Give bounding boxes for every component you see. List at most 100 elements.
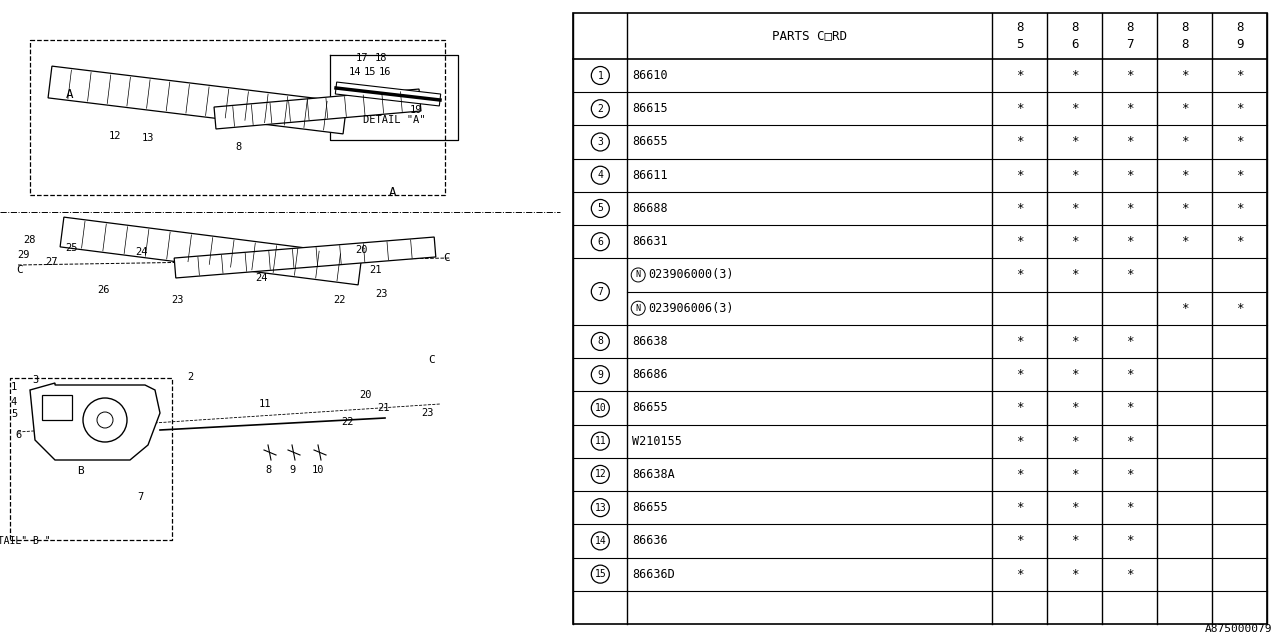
- Text: *: *: [1071, 501, 1078, 514]
- Text: 3: 3: [598, 137, 603, 147]
- Text: 12: 12: [594, 469, 607, 479]
- Text: *: *: [1126, 468, 1133, 481]
- Text: *: *: [1016, 268, 1023, 282]
- Text: 8: 8: [1016, 21, 1023, 34]
- Text: *: *: [1071, 335, 1078, 348]
- Text: *: *: [1126, 534, 1133, 547]
- Text: DETAIL "A": DETAIL "A": [362, 115, 425, 125]
- Text: *: *: [1126, 435, 1133, 447]
- Text: 10: 10: [594, 403, 607, 413]
- Circle shape: [591, 499, 609, 516]
- Text: N: N: [636, 304, 641, 313]
- Text: 12: 12: [109, 131, 122, 141]
- Text: 21: 21: [369, 265, 381, 275]
- Circle shape: [591, 133, 609, 151]
- Text: 86638A: 86638A: [632, 468, 675, 481]
- Text: 6: 6: [598, 237, 603, 246]
- Text: 20: 20: [358, 390, 371, 400]
- Bar: [573, 13, 1267, 624]
- Circle shape: [591, 166, 609, 184]
- Text: *: *: [1071, 136, 1078, 148]
- Text: 86611: 86611: [632, 169, 668, 182]
- Text: 4: 4: [10, 397, 17, 407]
- Text: 86688: 86688: [632, 202, 668, 215]
- Text: DETAIL" B ": DETAIL" B ": [0, 536, 50, 546]
- Text: *: *: [1126, 169, 1133, 182]
- Text: *: *: [1071, 236, 1078, 248]
- Polygon shape: [174, 237, 435, 278]
- Circle shape: [591, 67, 609, 84]
- Text: 1: 1: [10, 382, 17, 392]
- Text: 8: 8: [265, 465, 271, 475]
- Text: 8: 8: [234, 142, 241, 152]
- Text: N: N: [636, 271, 641, 280]
- Circle shape: [591, 399, 609, 417]
- Text: 6: 6: [1071, 38, 1078, 51]
- Text: *: *: [1126, 202, 1133, 215]
- Polygon shape: [29, 383, 160, 460]
- Text: 86636: 86636: [632, 534, 668, 547]
- Text: 8: 8: [1181, 21, 1188, 34]
- Text: *: *: [1181, 169, 1188, 182]
- Text: *: *: [1126, 236, 1133, 248]
- Text: 23: 23: [421, 408, 433, 418]
- Text: 9: 9: [289, 465, 296, 475]
- Text: 15: 15: [364, 67, 376, 77]
- Text: 86615: 86615: [632, 102, 668, 115]
- Text: 13: 13: [142, 133, 155, 143]
- Text: *: *: [1016, 568, 1023, 580]
- Text: 4: 4: [598, 170, 603, 180]
- Circle shape: [591, 365, 609, 384]
- Text: 8: 8: [1071, 21, 1078, 34]
- Text: 28: 28: [24, 235, 36, 245]
- Text: *: *: [1016, 236, 1023, 248]
- Text: 86655: 86655: [632, 501, 668, 514]
- Text: *: *: [1071, 368, 1078, 381]
- Text: 15: 15: [594, 569, 607, 579]
- Text: *: *: [1126, 401, 1133, 415]
- Polygon shape: [214, 89, 421, 129]
- Text: *: *: [1181, 102, 1188, 115]
- Text: *: *: [1181, 69, 1188, 82]
- Text: *: *: [1016, 202, 1023, 215]
- Text: *: *: [1016, 102, 1023, 115]
- Text: W210155: W210155: [632, 435, 682, 447]
- Text: *: *: [1236, 136, 1243, 148]
- Text: A: A: [67, 88, 74, 102]
- Text: 11: 11: [259, 399, 271, 409]
- Text: 21: 21: [378, 403, 390, 413]
- Text: 27: 27: [46, 257, 59, 267]
- Text: 16: 16: [379, 67, 392, 77]
- Text: *: *: [1236, 236, 1243, 248]
- Circle shape: [591, 332, 609, 351]
- Text: B: B: [77, 466, 83, 476]
- Text: 86686: 86686: [632, 368, 668, 381]
- Text: *: *: [1071, 468, 1078, 481]
- Text: 17: 17: [356, 53, 369, 63]
- Text: 11: 11: [594, 436, 607, 446]
- Text: 3: 3: [32, 375, 38, 385]
- Text: *: *: [1236, 102, 1243, 115]
- Text: *: *: [1016, 534, 1023, 547]
- Text: 6: 6: [15, 430, 22, 440]
- Text: 22: 22: [334, 295, 347, 305]
- Text: 7: 7: [1126, 38, 1133, 51]
- Text: *: *: [1016, 136, 1023, 148]
- Text: *: *: [1126, 568, 1133, 580]
- Text: 25: 25: [65, 243, 78, 253]
- Text: *: *: [1126, 335, 1133, 348]
- Polygon shape: [60, 217, 362, 285]
- Text: 19: 19: [410, 105, 422, 115]
- Circle shape: [591, 100, 609, 118]
- Text: 5: 5: [1016, 38, 1023, 51]
- Text: 24: 24: [256, 273, 269, 283]
- Text: 23: 23: [172, 295, 184, 305]
- Circle shape: [591, 283, 609, 301]
- Text: *: *: [1071, 268, 1078, 282]
- Text: *: *: [1071, 435, 1078, 447]
- Text: 8: 8: [1181, 38, 1188, 51]
- Text: 86610: 86610: [632, 69, 668, 82]
- Text: 9: 9: [598, 370, 603, 380]
- Text: *: *: [1071, 534, 1078, 547]
- Text: A875000079: A875000079: [1204, 624, 1272, 634]
